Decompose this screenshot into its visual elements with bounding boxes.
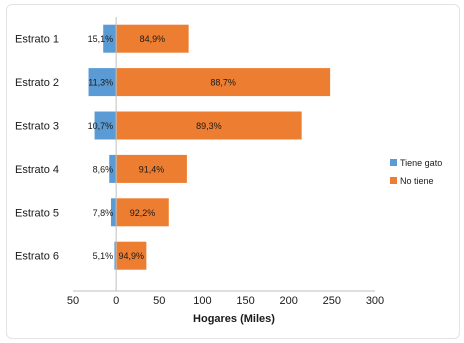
legend-label: No tiene (400, 176, 434, 186)
data-label-tiene-gato: 11,3% (88, 78, 113, 88)
x-axis-label: Hogares (Miles) (193, 313, 275, 325)
data-label-no-tiene: 94,9% (118, 251, 144, 261)
x-tick-label: 0 (113, 295, 119, 307)
category-label: Estrato 2 (15, 77, 59, 89)
x-tick-label: 200 (280, 295, 298, 307)
data-label-tiene-gato: 10,7% (88, 121, 114, 131)
bar-no-tiene (116, 241, 147, 270)
category-label: Estrato 3 (15, 121, 59, 133)
legend-swatch (390, 159, 397, 166)
bar-no-tiene (116, 24, 189, 53)
bar-no-tiene (116, 154, 187, 183)
data-label-tiene-gato: 5,1% (93, 251, 114, 261)
x-tick-label: 100 (193, 295, 211, 307)
data-labels: 15,1% 84,9% 11,3% 88,7% 10,7% 89,3% 8,6% 91,4% 7… (88, 34, 236, 261)
x-tick-label: 150 (236, 295, 254, 307)
bar-no-tiene (116, 68, 331, 97)
bar-no-tiene (116, 198, 169, 227)
legend-swatch (390, 177, 397, 184)
data-label-no-tiene: 91,4% (139, 164, 165, 174)
category-label: Estrato 5 (15, 207, 59, 219)
bars-layer (88, 24, 331, 270)
bar-tiene-gato (114, 241, 117, 270)
category-labels: Estrato 1 Estrato 2 Estrato 3 Estrato 4 Estr… (15, 34, 59, 263)
data-label-no-tiene: 89,3% (196, 121, 222, 131)
data-label-tiene-gato: 8,6% (93, 164, 114, 174)
data-label-no-tiene: 88,7% (210, 78, 236, 88)
x-tick-label: 250 (323, 295, 341, 307)
bar-tiene-gato (110, 198, 117, 227)
data-label-no-tiene: 84,9% (140, 34, 166, 44)
category-label: Estrato 4 (15, 164, 59, 176)
chart: Estrato 1 Estrato 2 Estrato 3 Estrato 4 Estr… (15, 17, 442, 325)
x-tick-labels: 50 0 50 100 150 200 250 300 (67, 295, 384, 307)
bar-tiene-gato (88, 68, 117, 97)
data-label-no-tiene: 92,2% (130, 208, 156, 218)
category-label: Estrato 6 (15, 251, 59, 263)
legend-label: Tiene gato (400, 158, 442, 168)
category-label: Estrato 1 (15, 34, 59, 46)
legend: Tiene gato No tiene (390, 158, 442, 186)
x-tick-label: 50 (153, 295, 165, 307)
bar-tiene-gato (94, 111, 117, 140)
chart-frame: Estrato 1 Estrato 2 Estrato 3 Estrato 4 Estr… (6, 4, 460, 339)
x-tick-label: 300 (366, 295, 384, 307)
bar-no-tiene (116, 111, 302, 140)
data-label-tiene-gato: 15,1% (88, 34, 114, 44)
x-tick-label: 50 (67, 295, 79, 307)
data-label-tiene-gato: 7,8% (93, 208, 114, 218)
bar-tiene-gato (109, 154, 117, 183)
bar-tiene-gato (103, 24, 117, 53)
